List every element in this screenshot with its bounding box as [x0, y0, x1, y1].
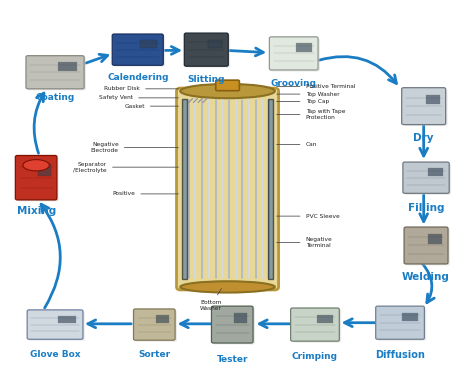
- Text: Sorter: Sorter: [138, 350, 170, 359]
- FancyBboxPatch shape: [317, 314, 333, 323]
- FancyBboxPatch shape: [28, 57, 86, 90]
- FancyBboxPatch shape: [15, 155, 57, 200]
- FancyBboxPatch shape: [58, 62, 77, 71]
- Text: Crimping: Crimping: [292, 352, 338, 361]
- Text: Dry: Dry: [413, 133, 434, 143]
- FancyBboxPatch shape: [271, 38, 320, 71]
- FancyBboxPatch shape: [378, 308, 426, 341]
- FancyBboxPatch shape: [234, 313, 247, 323]
- Text: Negative
Terminal: Negative Terminal: [277, 237, 332, 248]
- FancyBboxPatch shape: [404, 227, 448, 264]
- Text: Gasket: Gasket: [124, 104, 178, 108]
- FancyBboxPatch shape: [401, 88, 446, 125]
- FancyBboxPatch shape: [186, 35, 230, 68]
- FancyBboxPatch shape: [156, 315, 169, 323]
- Text: Negative
Electrode: Negative Electrode: [91, 142, 178, 153]
- FancyBboxPatch shape: [27, 310, 83, 339]
- Text: Calendering: Calendering: [107, 73, 168, 82]
- FancyBboxPatch shape: [184, 33, 228, 66]
- Ellipse shape: [180, 84, 275, 98]
- Text: Rubber Disk: Rubber Disk: [104, 86, 178, 91]
- Ellipse shape: [180, 281, 275, 293]
- Ellipse shape: [23, 160, 49, 171]
- Text: Positive: Positive: [112, 191, 178, 197]
- FancyBboxPatch shape: [428, 234, 442, 244]
- FancyBboxPatch shape: [402, 313, 418, 321]
- Text: Tester: Tester: [217, 355, 248, 364]
- Text: Safety Vent: Safety Vent: [99, 95, 178, 101]
- FancyBboxPatch shape: [17, 157, 59, 201]
- Text: Separator
/Electrolyte: Separator /Electrolyte: [73, 162, 178, 172]
- Text: Can: Can: [277, 142, 317, 147]
- FancyBboxPatch shape: [428, 168, 443, 176]
- FancyBboxPatch shape: [296, 43, 312, 52]
- FancyBboxPatch shape: [405, 164, 451, 195]
- FancyBboxPatch shape: [403, 89, 447, 126]
- Text: Coating: Coating: [36, 93, 75, 102]
- FancyBboxPatch shape: [216, 80, 239, 91]
- FancyBboxPatch shape: [29, 311, 85, 341]
- Text: Grooving: Grooving: [271, 79, 317, 88]
- FancyBboxPatch shape: [291, 308, 339, 341]
- FancyBboxPatch shape: [376, 306, 424, 339]
- FancyBboxPatch shape: [268, 99, 273, 279]
- FancyBboxPatch shape: [406, 229, 450, 265]
- Text: Top Washer: Top Washer: [277, 91, 339, 97]
- FancyBboxPatch shape: [208, 40, 222, 48]
- FancyBboxPatch shape: [292, 310, 341, 343]
- FancyBboxPatch shape: [403, 162, 449, 193]
- Text: Mixing: Mixing: [17, 206, 56, 216]
- FancyBboxPatch shape: [213, 308, 255, 344]
- FancyBboxPatch shape: [58, 316, 76, 323]
- Text: Top Cap: Top Cap: [277, 99, 329, 104]
- Text: Diffusion: Diffusion: [375, 350, 425, 360]
- FancyBboxPatch shape: [269, 37, 318, 70]
- Text: PVC Sleeve: PVC Sleeve: [277, 214, 339, 218]
- Text: Tap with Tape
Protection: Tap with Tape Protection: [277, 109, 345, 120]
- FancyBboxPatch shape: [426, 95, 440, 104]
- Text: Slitting: Slitting: [188, 75, 225, 84]
- FancyBboxPatch shape: [211, 306, 253, 343]
- FancyBboxPatch shape: [26, 56, 84, 89]
- FancyBboxPatch shape: [112, 34, 163, 65]
- FancyBboxPatch shape: [134, 309, 175, 340]
- FancyBboxPatch shape: [182, 99, 187, 279]
- FancyBboxPatch shape: [114, 36, 165, 67]
- FancyBboxPatch shape: [136, 310, 177, 342]
- Text: Filling: Filling: [408, 203, 444, 213]
- Text: Welding: Welding: [402, 272, 450, 282]
- Text: Positive Terminal: Positive Terminal: [277, 84, 355, 89]
- FancyBboxPatch shape: [176, 88, 279, 290]
- FancyBboxPatch shape: [140, 40, 156, 48]
- FancyBboxPatch shape: [38, 164, 51, 176]
- Text: Glove Box: Glove Box: [30, 350, 80, 359]
- Text: Bottom
Washer: Bottom Washer: [200, 288, 222, 311]
